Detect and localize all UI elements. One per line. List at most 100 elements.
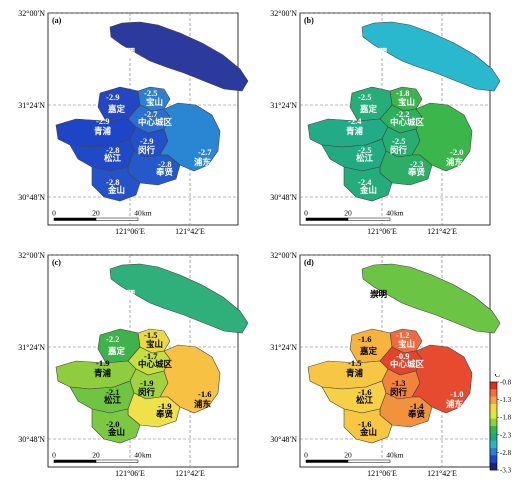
lon-tick-label: 121°42′E — [427, 227, 457, 236]
lon-tick-label: 121°42′E — [427, 469, 457, 478]
value-label: -1.7 — [144, 351, 158, 361]
scale-tick-label: 0 — [52, 451, 56, 460]
value-label: -1.5 — [348, 358, 361, 368]
region-浦东 — [411, 344, 473, 414]
lat-tick-label: 30°48′N — [270, 435, 297, 444]
scale-bar: 0 20 40 km — [52, 209, 152, 221]
region-name-label: 金山 — [359, 427, 377, 437]
region-name-label: 金山 — [359, 185, 377, 195]
region-name-label: 宝山 — [398, 97, 415, 107]
scale-tick-label: 20 — [344, 451, 352, 460]
value-label: -1.0 — [450, 389, 463, 399]
region-name-label: 奉贤 — [155, 167, 174, 177]
lon-tick-label: 121°06′E — [367, 469, 397, 478]
panel-c: -2.4 崇明 -1.5 宝山 -2.2 嘉定 -1.7 中心城区 -1.9 青浦 -1.9 闵行 -1… — [10, 247, 249, 478]
region-name-label: 嘉定 — [107, 104, 126, 114]
value-label: -2.7 — [144, 109, 158, 119]
lon-tick-label: 121°06′E — [115, 469, 145, 478]
lon-tick-label: 121°42′E — [175, 469, 205, 478]
scale-tick-label: 40 — [386, 451, 394, 460]
colorbar-swatch — [490, 433, 497, 441]
value-label: -2.5 — [392, 136, 405, 146]
lat-tick-label: 31°24′N — [18, 101, 45, 110]
region-name-label: 宝山 — [146, 97, 163, 107]
value-label: -2.9 — [140, 136, 153, 146]
lat-tick-label: 32°00′N — [18, 251, 45, 260]
region-name-label: 金山 — [107, 185, 125, 195]
value-label: -2.7 — [198, 147, 212, 157]
lat-tick-label: 31°24′N — [270, 343, 297, 352]
scale-unit: km — [394, 451, 404, 460]
region-name-label: 闵行 — [390, 145, 408, 155]
region-name-label: 奉贤 — [407, 409, 426, 419]
scale-tick-label: 20 — [92, 451, 100, 460]
value-label: -2.8 — [106, 177, 119, 187]
value-label: -2.3 — [410, 159, 423, 169]
scale-unit: km — [142, 451, 152, 460]
scale-tick-label: 0 — [304, 209, 308, 218]
colorbar-swatch — [490, 411, 497, 419]
colorbar-svg: ℃ -0.8 -1.3 -1.8 -2.3 -2.8 -3.3 — [489, 370, 512, 475]
value-label: -2.9 — [106, 92, 119, 102]
region-name-label: 青浦 — [94, 368, 112, 378]
colorbar-swatch — [490, 462, 497, 471]
region-浦东 — [411, 102, 473, 172]
region-name-label: 松江 — [104, 153, 122, 163]
region-浦东 — [159, 344, 221, 414]
scale-tick-label: 0 — [304, 451, 308, 460]
region-name-label: 宝山 — [398, 339, 415, 349]
value-label: -1.6 — [358, 387, 371, 397]
region-name-label: 闵行 — [138, 387, 156, 397]
lat-tick-label: 32°00′N — [18, 9, 45, 18]
colorbar-swatch — [490, 382, 497, 390]
value-label: -1.4 — [410, 401, 424, 411]
value-label: -1.6 — [358, 419, 371, 429]
region-name-label: 青浦 — [94, 126, 112, 136]
value-label: -1.2 — [396, 330, 409, 340]
region-name-label: 松江 — [356, 395, 374, 405]
region-name-label: 中心城区 — [138, 117, 173, 127]
region-name-label: 宝山 — [146, 339, 163, 349]
lon-tick-label: 121°42′E — [175, 227, 205, 236]
value-label: -1.8 — [396, 88, 409, 98]
value-label: -1.6 — [358, 334, 371, 344]
value-label: -0.9 — [396, 351, 409, 361]
scale-tick-label: 20 — [92, 209, 100, 218]
region-name-label: 中心城区 — [390, 117, 425, 127]
scale-unit: km — [394, 209, 404, 218]
value-label: -1.9 — [140, 378, 153, 388]
colorbar-tick-label: -2.8 — [500, 449, 512, 457]
colorbar-swatch — [490, 396, 497, 405]
region-name-label: 青浦 — [346, 368, 364, 378]
lat-tick-label: 31°24′N — [18, 343, 45, 352]
value-label: -1.3 — [392, 378, 405, 388]
value-label: -2.8 — [106, 145, 119, 155]
colorbar-swatch — [490, 404, 497, 412]
value-label: -2.5 — [358, 92, 371, 102]
lat-tick-label: 30°48′N — [18, 435, 45, 444]
region-name-label: 浦东 — [446, 157, 464, 167]
value-label: -1.9 — [96, 358, 109, 368]
scale-tick-label: 20 — [344, 209, 352, 218]
region-金山 — [343, 408, 393, 444]
region-金山 — [343, 166, 393, 202]
value-label: -3.2 — [120, 46, 133, 56]
region-金山 — [91, 408, 141, 444]
region-name-label: 浦东 — [194, 157, 212, 167]
region-浦东 — [159, 102, 221, 172]
region-name-label: 青浦 — [346, 126, 364, 136]
value-label: -2.4 — [348, 116, 362, 126]
colorbar-tick-label: -3.3 — [500, 467, 512, 475]
value-label: -2.4 — [358, 177, 372, 187]
lon-tick-label: 121°06′E — [367, 227, 397, 236]
scale-unit: km — [142, 209, 152, 218]
value-label: -2.2 — [106, 334, 119, 344]
region-崇明 — [361, 21, 501, 92]
region-name-label: 松江 — [104, 395, 122, 405]
region-name-label: 松江 — [356, 153, 374, 163]
scale-bar: 0 20 40 km — [304, 451, 404, 463]
colorbar-swatch — [490, 455, 497, 463]
scale-tick-label: 0 — [52, 209, 56, 218]
